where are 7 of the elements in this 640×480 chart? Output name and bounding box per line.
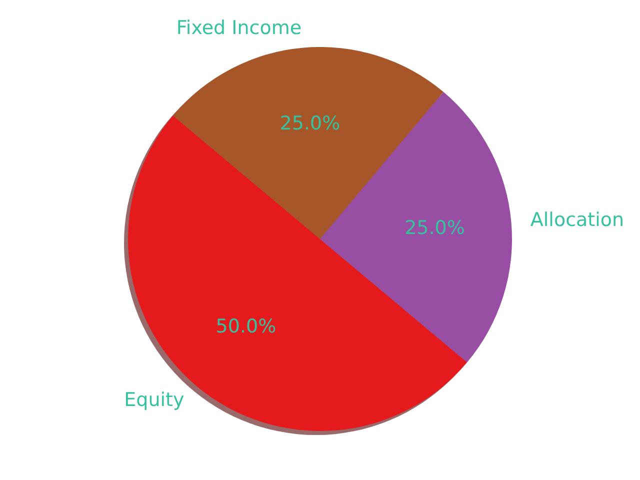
slice-label: Allocation [530,208,624,231]
data-label: 25.0% [280,112,340,134]
data-label: 25.0% [404,217,465,240]
slice-label: Fixed Income [176,16,302,39]
data-label: 50.0% [216,315,276,338]
slice-label: Equity [124,388,184,411]
pie-slice [128,116,468,431]
